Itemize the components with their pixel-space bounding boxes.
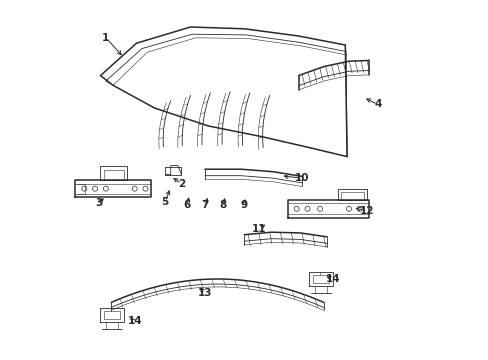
Text: 14: 14 [127,316,142,327]
Text: 8: 8 [219,200,226,210]
Text: 1: 1 [102,33,109,43]
Text: 4: 4 [373,99,381,109]
Text: 14: 14 [325,274,339,284]
Text: 9: 9 [241,200,247,210]
Text: 5: 5 [162,197,168,207]
Text: 13: 13 [197,288,212,298]
Text: 2: 2 [178,179,185,189]
Text: 3: 3 [95,198,102,208]
Text: 12: 12 [359,206,373,216]
Text: 6: 6 [183,200,190,210]
Text: 7: 7 [201,200,208,210]
Text: 11: 11 [251,224,265,234]
Text: 10: 10 [294,173,309,183]
